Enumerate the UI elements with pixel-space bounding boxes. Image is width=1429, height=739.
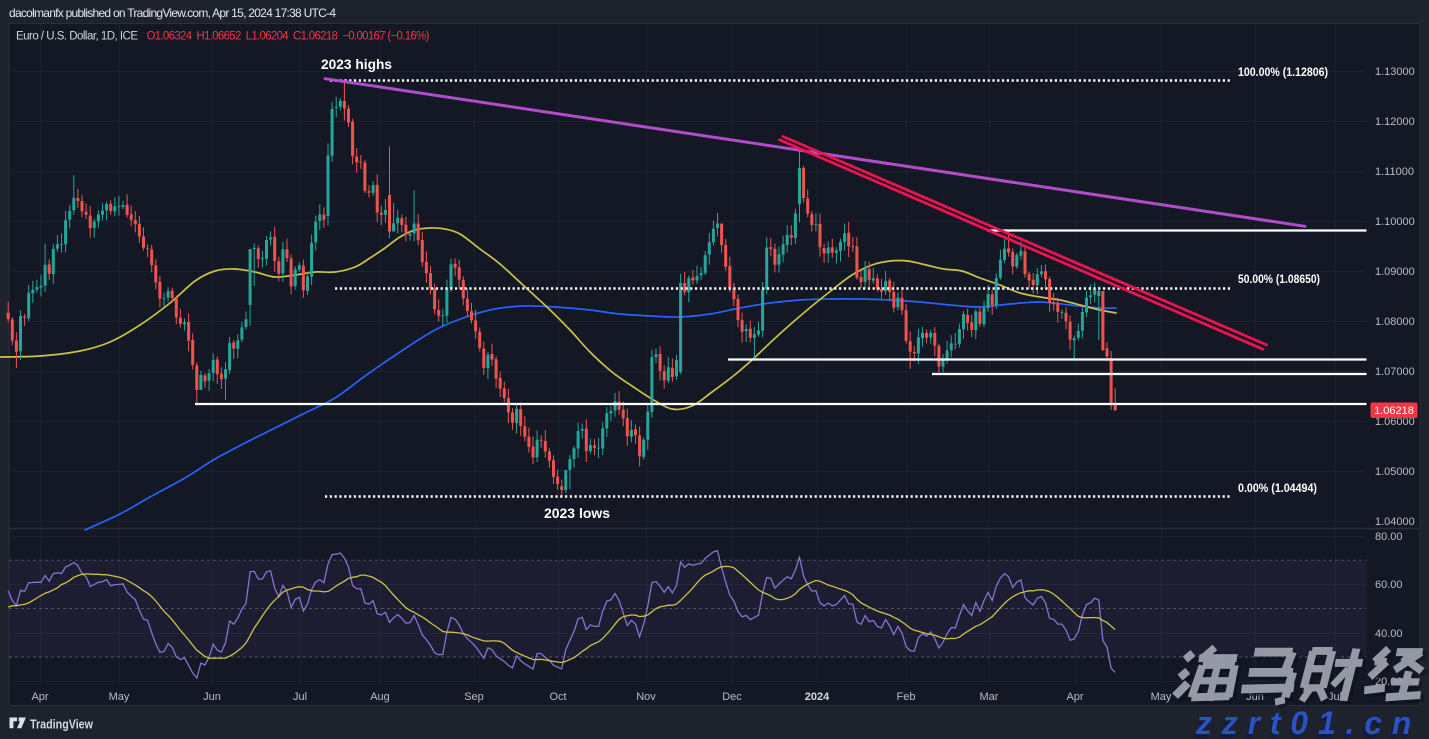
svg-text:0.00% (1.04494): 0.00% (1.04494) [1238, 481, 1317, 495]
svg-text:Euro / U.S. Dollar, 1D, ICE: Euro / U.S. Dollar, 1D, ICE [16, 31, 138, 43]
svg-text:Feb: Feb [897, 691, 916, 703]
svg-text:Mar: Mar [980, 691, 999, 703]
svg-text:Jul: Jul [1328, 691, 1342, 703]
svg-text:Oct: Oct [549, 691, 566, 703]
svg-text:50.00% (1.08650): 50.00% (1.08650) [1238, 272, 1320, 286]
svg-text:Aug: Aug [370, 691, 390, 703]
svg-text:zzrt01.cn: zzrt01.cn [1195, 705, 1421, 739]
svg-text:60.00: 60.00 [1375, 579, 1403, 591]
svg-text:1.04000: 1.04000 [1375, 516, 1415, 528]
svg-text:Sep: Sep [464, 691, 484, 703]
svg-text:2024: 2024 [805, 691, 830, 703]
svg-text:40.00: 40.00 [1375, 628, 1403, 640]
svg-text:O1.06324 H1.06652 L1.06204: O1.06324 H1.06652 L1.06204 C1.06218 −0.0… [147, 31, 430, 43]
svg-text:1.08000: 1.08000 [1375, 316, 1415, 328]
svg-text:Jul: Jul [293, 691, 307, 703]
svg-text:1.05000: 1.05000 [1375, 466, 1415, 478]
svg-text:zzrt01.cn: zzrt01.cn [1193, 709, 1419, 739]
svg-text:May: May [1151, 691, 1172, 703]
svg-text:1.13000: 1.13000 [1375, 66, 1415, 78]
svg-text:dacolmanfx published on Tradin: dacolmanfx published on TradingView.com,… [9, 6, 336, 20]
svg-text:1.09000: 1.09000 [1375, 266, 1415, 278]
svg-text:2023 highs: 2023 highs [321, 56, 392, 72]
svg-text:1.11000: 1.11000 [1375, 166, 1414, 178]
svg-text:Apr: Apr [1066, 691, 1083, 703]
svg-text:80.00: 80.00 [1375, 531, 1403, 543]
svg-text:100.00% (1.12806): 100.00% (1.12806) [1238, 65, 1328, 79]
svg-text:1.12000: 1.12000 [1375, 116, 1415, 128]
svg-text:2023 lows: 2023 lows [544, 505, 610, 521]
svg-text:May: May [109, 691, 130, 703]
svg-text:1.07000: 1.07000 [1375, 366, 1415, 378]
svg-text:Dec: Dec [722, 691, 742, 703]
svg-text:Jun: Jun [203, 691, 221, 703]
svg-text:TradingView: TradingView [30, 717, 94, 732]
svg-text:1.06218: 1.06218 [1374, 405, 1414, 417]
svg-text:Nov: Nov [636, 691, 656, 703]
svg-text:Apr: Apr [31, 691, 48, 703]
svg-text:1.06000: 1.06000 [1375, 416, 1415, 428]
svg-text:1.10000: 1.10000 [1375, 216, 1415, 228]
